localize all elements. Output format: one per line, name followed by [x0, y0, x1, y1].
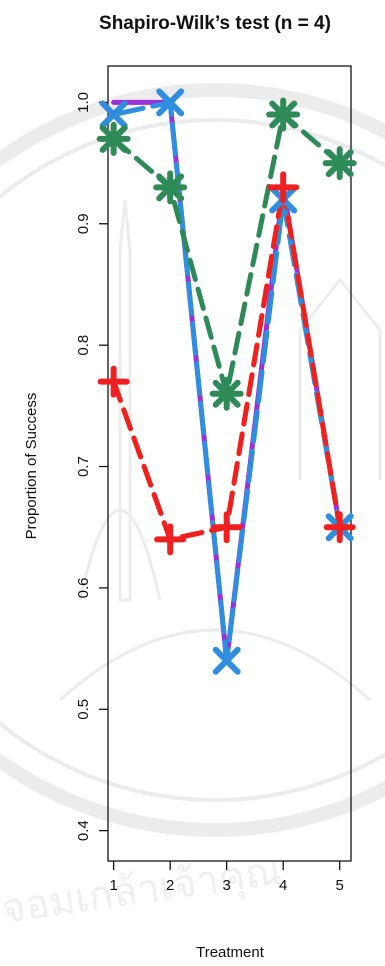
y-tick-label: 1.0	[75, 92, 92, 113]
series-line-3	[111, 184, 343, 542]
chart-title: Shapiro-Wilk’s test (n = 4)	[99, 13, 331, 34]
x-tick-label: 2	[166, 877, 174, 894]
plot-frame	[107, 65, 352, 862]
y-tick-label: 0.5	[75, 699, 92, 720]
series-4-point	[96, 121, 131, 156]
x-tick-label: 5	[336, 877, 344, 894]
series-2-point	[99, 100, 128, 129]
series-group	[96, 88, 357, 675]
series-5-point	[97, 365, 130, 398]
axes: 1 2 3 4 5 0.4 0.5 0.6 0.7 0.8 0.9 1.0	[75, 92, 344, 894]
series-5-point	[154, 523, 187, 556]
x-axis-label: Treatment	[196, 944, 265, 961]
series-4-point	[266, 97, 301, 132]
series-4-point	[322, 146, 357, 181]
x-tick-label: 3	[223, 877, 231, 894]
series-2-point	[156, 88, 185, 117]
watermark-seal: จอมเกล้าเจ้าคุณ	[0, 83, 385, 934]
y-tick-label: 0.8	[75, 335, 92, 356]
y-tick-label: 0.6	[75, 577, 92, 598]
y-axis-label: Proportion of Success	[23, 393, 40, 540]
series-4-point	[209, 376, 244, 411]
series-2-point	[212, 646, 241, 675]
series-4-point	[153, 170, 188, 205]
series-5-point	[210, 511, 243, 544]
x-tick-label: 4	[279, 877, 287, 894]
y-tick-label: 0.9	[75, 213, 92, 234]
series-line-5	[111, 184, 343, 542]
series-5-point	[323, 511, 356, 544]
x-tick-label: 1	[109, 877, 117, 894]
y-tick-label: 0.7	[75, 456, 92, 477]
series-line-4	[111, 112, 343, 397]
y-tick-label: 0.4	[75, 820, 92, 841]
series-5-point	[267, 171, 300, 204]
